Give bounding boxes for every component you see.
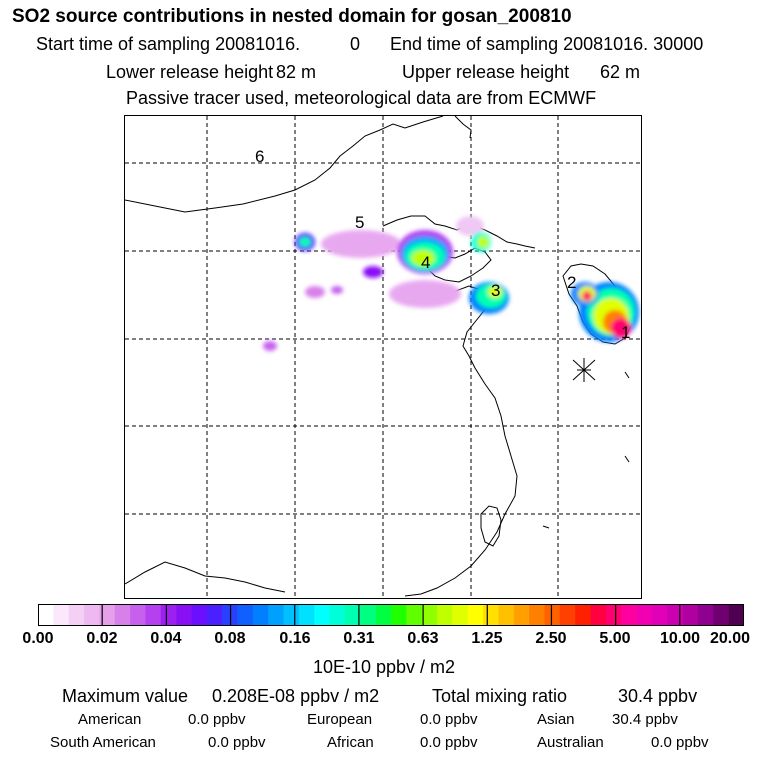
- colorbar-cell: [145, 604, 162, 626]
- colorbar-cell: [206, 604, 223, 626]
- colorbar-cell: [160, 604, 177, 626]
- colorbar-cell: [697, 604, 714, 626]
- colorbar-tick: 0.04: [150, 630, 182, 647]
- start-time-hour: 0: [350, 34, 361, 54]
- region-label-2: 2: [567, 273, 576, 292]
- colorbar-tick: 5.00: [599, 630, 631, 647]
- colorbar: [38, 604, 744, 626]
- end-time-label: End time of sampling 20081016. 30000: [390, 34, 704, 54]
- colorbar-cell: [237, 604, 254, 626]
- lower-release-label: Lower release height: [106, 62, 274, 82]
- colorbar-cell: [483, 604, 499, 626]
- colorbar-cell: [314, 604, 330, 626]
- colorbar-cell: [38, 604, 54, 626]
- region-name-african: African: [327, 734, 374, 751]
- colorbar-cell: [130, 604, 146, 626]
- region-value-american: 0.0 ppbv: [188, 711, 246, 728]
- total-mixing-value: 30.4 ppbv: [618, 686, 698, 706]
- colorbar-tick: 20.00: [709, 630, 751, 647]
- colorbar-cell: [513, 604, 530, 626]
- region-value-asian: 30.4 ppbv: [612, 711, 678, 728]
- colorbar-cell: [99, 604, 116, 626]
- colorbar-cell: [391, 604, 407, 626]
- region-name-european: European: [307, 711, 373, 728]
- colorbar-cell: [360, 604, 376, 626]
- colorbar-cell: [191, 604, 208, 626]
- colorbar-cell: [176, 604, 192, 626]
- colorbar-cell: [590, 604, 607, 626]
- colorbar-tick: 0.16: [279, 630, 311, 647]
- colorbar-cell: [728, 604, 744, 626]
- coastlines: [124, 115, 632, 597]
- colorbar-cell: [68, 604, 85, 626]
- region-name-south-american: South American: [50, 734, 156, 751]
- max-value: 0.208E-08 ppbv / m2: [212, 686, 380, 706]
- region-label-4: 4: [421, 253, 430, 272]
- region-value-south-american: 0.0 ppbv: [208, 734, 266, 751]
- colorbar-tick: 10.00: [659, 630, 701, 647]
- colorbar-cell: [636, 604, 653, 626]
- colorbar-cell: [651, 604, 668, 626]
- colorbar-cell: [344, 604, 361, 626]
- colorbar-cell: [575, 604, 591, 626]
- so2-plume: [263, 216, 639, 351]
- asterisk-icon: [572, 358, 596, 382]
- region-name-asian: Asian: [537, 711, 575, 728]
- region-label-5: 5: [355, 213, 364, 232]
- map-canvas: 1 2 3 4 5 6: [124, 115, 641, 598]
- region-value-european: 0.0 ppbv: [420, 711, 478, 728]
- region-label-3: 3: [491, 281, 500, 300]
- colorbar-cell: [406, 604, 422, 626]
- colorbar-cell: [329, 604, 346, 626]
- colorbar-cell: [375, 604, 392, 626]
- map-panel: 1 2 3 4 5 6: [124, 115, 642, 599]
- colorbar-tick: 0.63: [407, 630, 439, 647]
- colorbar-cell: [682, 604, 699, 626]
- upper-release-label: Upper release height: [402, 62, 570, 82]
- upper-release-value: 62 m: [600, 62, 641, 82]
- lat-lon-grid: [125, 116, 641, 598]
- start-time-label: Start time of sampling 20081016.: [36, 34, 301, 54]
- colorbar-cell: [84, 604, 100, 626]
- colorbar-cell: [713, 604, 729, 626]
- colorbar-cell: [268, 604, 284, 626]
- colorbar-unit: 10E-10 ppbv / m2: [312, 657, 456, 677]
- colorbar-tick: 0.08: [214, 630, 246, 647]
- colorbar-cell: [452, 604, 469, 626]
- colorbar-cell: [498, 604, 515, 626]
- region-label-1: 1: [621, 323, 630, 342]
- colorbar-tick: 1.25: [471, 630, 503, 647]
- colorbar-cell: [437, 604, 453, 626]
- colorbar-cell: [605, 604, 622, 626]
- region-value-australian: 0.0 ppbv: [651, 734, 709, 751]
- tracer-note: Passive tracer used, meteorological data…: [126, 88, 597, 108]
- colorbar-cell: [53, 604, 69, 626]
- colorbar-cell: [467, 604, 484, 626]
- region-name-australian: Australian: [537, 734, 604, 751]
- colorbar-cell: [559, 604, 576, 626]
- colorbar-cell: [529, 604, 545, 626]
- max-value-label: Maximum value: [62, 686, 189, 706]
- colorbar-cell: [252, 604, 269, 626]
- colorbar-cell: [544, 604, 561, 626]
- colorbar-cell: [667, 604, 683, 626]
- colorbar-cell: [283, 604, 300, 626]
- region-label-6: 6: [255, 147, 264, 166]
- colorbar-cell: [621, 604, 637, 626]
- total-mixing-label: Total mixing ratio: [432, 686, 568, 706]
- lower-release-value: 82 m: [276, 62, 317, 82]
- colorbar-tick: 0.00: [22, 630, 54, 647]
- region-value-african: 0.0 ppbv: [420, 734, 478, 751]
- colorbar-tick: 0.02: [86, 630, 118, 647]
- plot-title: SO2 source contributions in nested domai…: [12, 6, 572, 27]
- colorbar-cell: [114, 604, 131, 626]
- colorbar-tick: 0.31: [343, 630, 375, 647]
- colorbar-cell: [421, 604, 438, 626]
- colorbar-tick: 2.50: [535, 630, 567, 647]
- colorbar-cell: [298, 604, 315, 626]
- region-name-american: American: [78, 711, 142, 728]
